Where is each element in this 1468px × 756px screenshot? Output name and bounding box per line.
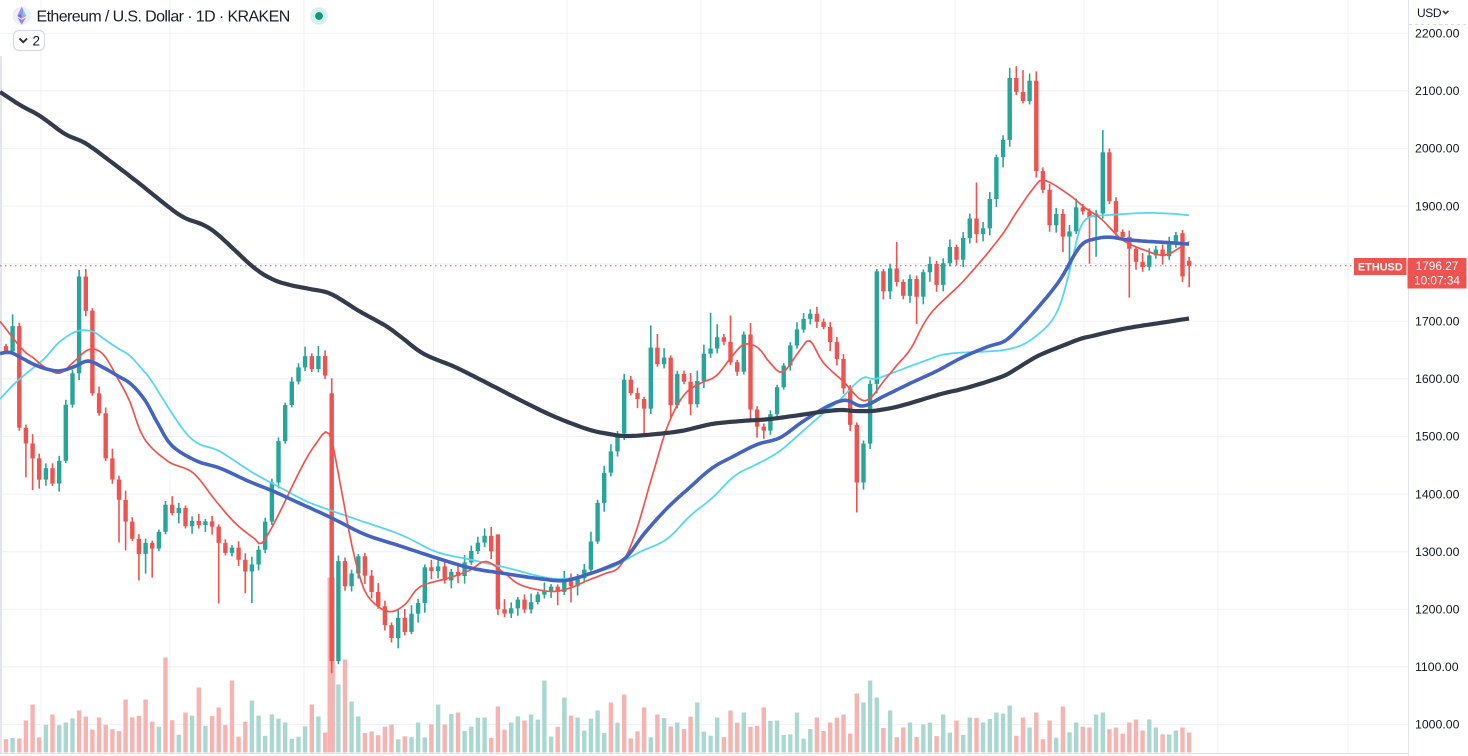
svg-text:1400.00: 1400.00 <box>1415 487 1460 501</box>
svg-text:1000.00: 1000.00 <box>1415 718 1460 732</box>
svg-text:1600.00: 1600.00 <box>1415 372 1460 386</box>
svg-text:10:07:34: 10:07:34 <box>1414 274 1460 288</box>
svg-text:2200.00: 2200.00 <box>1415 27 1460 41</box>
svg-text:1700.00: 1700.00 <box>1415 315 1460 329</box>
svg-text:1900.00: 1900.00 <box>1415 199 1460 213</box>
svg-text:1200.00: 1200.00 <box>1415 603 1460 617</box>
svg-text:1300.00: 1300.00 <box>1415 545 1460 559</box>
svg-text:1500.00: 1500.00 <box>1415 430 1460 444</box>
svg-text:2000.00: 2000.00 <box>1415 142 1460 156</box>
svg-text:2100.00: 2100.00 <box>1415 84 1460 98</box>
svg-text:1100.00: 1100.00 <box>1415 660 1459 674</box>
svg-text:2: 2 <box>33 33 41 48</box>
svg-text:1796.27: 1796.27 <box>1416 259 1459 273</box>
svg-text:ETHUSD: ETHUSD <box>1358 262 1403 274</box>
svg-text:Ethereum / U.S. Dollar · 1D ·: Ethereum / U.S. Dollar · 1D · KRAKEN <box>37 8 290 25</box>
svg-text:USD: USD <box>1417 6 1442 20</box>
